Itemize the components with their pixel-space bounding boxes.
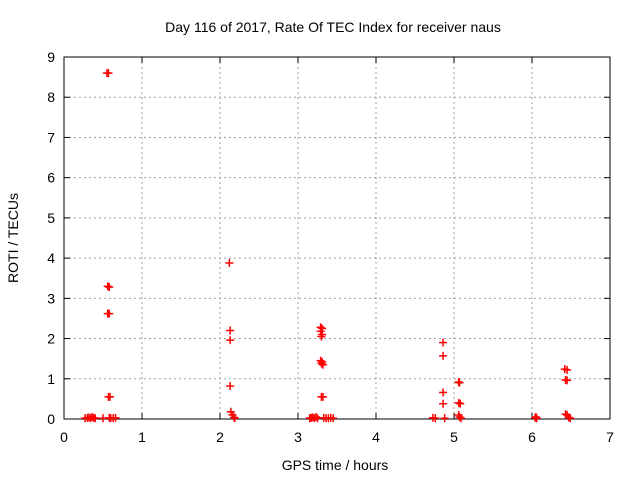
y-tick-label: 4 — [47, 250, 55, 266]
x-tick-label: 1 — [138, 429, 146, 445]
x-tick-label: 0 — [60, 429, 68, 445]
data-point — [531, 412, 540, 421]
y-tick-label: 2 — [47, 331, 55, 347]
data-point — [455, 378, 464, 387]
x-tick-label: 7 — [606, 429, 614, 445]
data-point — [440, 414, 449, 423]
y-tick-label: 5 — [47, 210, 55, 226]
grid-lines — [64, 57, 610, 419]
y-tick-label: 0 — [47, 411, 55, 427]
data-point — [439, 351, 448, 360]
y-tick-label: 6 — [47, 170, 55, 186]
x-tick-label: 3 — [294, 429, 302, 445]
data-point — [318, 392, 327, 401]
data-point — [564, 413, 573, 422]
y-axis-label: ROTI / TECUs — [5, 193, 21, 283]
y-tick-label: 7 — [47, 129, 55, 145]
data-point — [226, 326, 235, 335]
x-tick-label: 2 — [216, 429, 224, 445]
data-point — [317, 359, 326, 368]
plot-frame — [63, 56, 611, 420]
y-tick-label: 8 — [47, 89, 55, 105]
data-point — [457, 414, 466, 423]
data-points — [81, 69, 575, 423]
data-point — [566, 414, 575, 423]
data-point — [105, 283, 114, 292]
data-point — [532, 414, 541, 423]
data-point — [455, 412, 464, 421]
data-point — [317, 332, 326, 341]
data-point — [105, 309, 114, 318]
data-point — [456, 399, 465, 408]
x-tick-label: 6 — [528, 429, 536, 445]
chart-title: Day 116 of 2017, Rate Of TEC Index for r… — [165, 19, 501, 35]
x-tick-label: 4 — [372, 429, 380, 445]
data-point — [226, 336, 235, 345]
data-point — [225, 258, 234, 267]
y-axis-ticks: 0 1 2 3 4 5 6 7 8 9 — [47, 49, 610, 427]
data-point — [91, 414, 100, 423]
x-axis-ticks: 0 1 2 3 4 5 6 7 — [60, 57, 614, 445]
data-point — [431, 414, 440, 423]
data-point — [563, 376, 572, 385]
y-tick-label: 3 — [47, 290, 55, 306]
data-point — [454, 398, 463, 407]
data-point — [439, 399, 448, 408]
y-tick-label: 1 — [47, 371, 55, 387]
data-point — [439, 388, 448, 397]
data-point — [563, 365, 572, 374]
data-point — [230, 414, 239, 423]
data-point — [230, 413, 239, 422]
data-point — [111, 413, 120, 422]
data-point — [104, 69, 113, 78]
data-point — [106, 392, 115, 401]
data-point — [439, 338, 448, 347]
x-axis-label: GPS time / hours — [282, 457, 389, 473]
data-point — [329, 414, 338, 423]
data-point — [103, 282, 112, 291]
data-point — [226, 382, 235, 391]
data-point — [311, 412, 320, 421]
data-point — [318, 360, 327, 369]
y-tick-label: 9 — [47, 49, 55, 65]
x-tick-label: 5 — [450, 429, 458, 445]
data-point — [454, 377, 463, 386]
